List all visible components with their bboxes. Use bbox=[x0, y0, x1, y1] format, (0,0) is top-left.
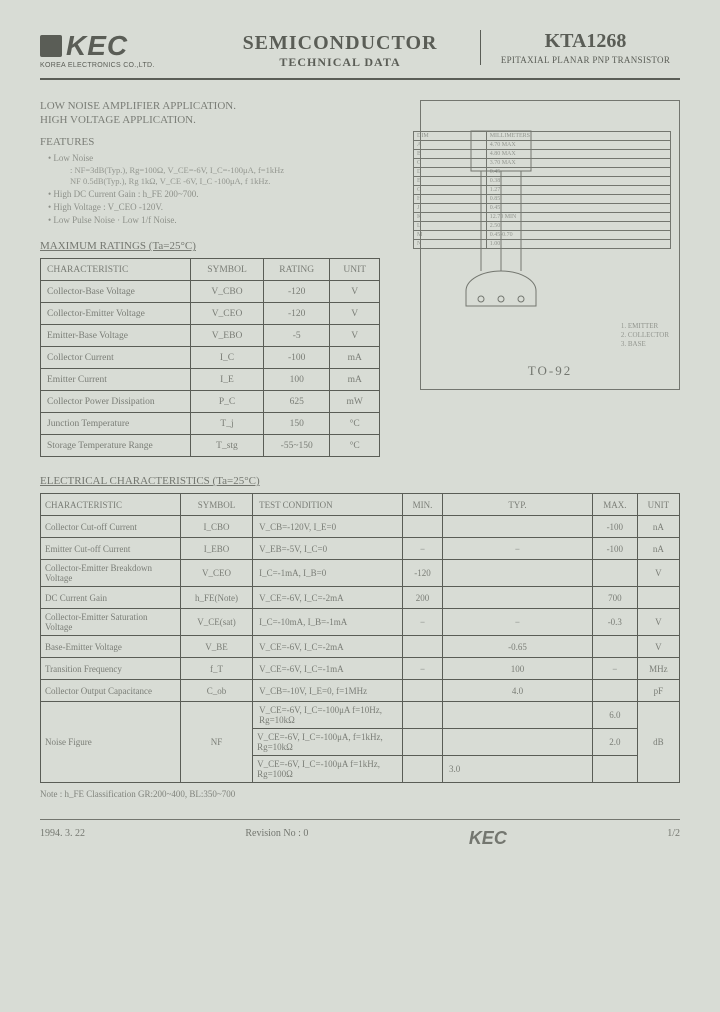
table-row: Transition Frequencyf_TV_CE=-6V, I_C=-1m… bbox=[41, 658, 680, 680]
page-footer: 1994. 3. 22 Revision No : 0 KEC 1/2 bbox=[40, 819, 680, 849]
part-block: KTA1268 EPITAXIAL PLANAR PNP TRANSISTOR bbox=[480, 30, 680, 65]
part-description: EPITAXIAL PLANAR PNP TRANSISTOR bbox=[491, 55, 680, 65]
col-header: UNIT bbox=[330, 259, 380, 281]
feature-item: • High Voltage : V_CEO -120V. bbox=[48, 201, 400, 214]
table-row: Noise FigureNFV_CE=-6V, I_C=-100μA f=10H… bbox=[41, 702, 680, 729]
feature-item: • Low Noise bbox=[48, 152, 400, 165]
table-row: Collector-Emitter Saturation VoltageV_CE… bbox=[41, 609, 680, 636]
table-header-row: CHARACTERISTIC SYMBOL RATING UNIT bbox=[41, 259, 380, 281]
logo-mark-icon bbox=[40, 35, 62, 57]
table-row: DC Current Gainh_FE(Note)V_CE=-6V, I_C=-… bbox=[41, 587, 680, 609]
footer-date: 1994. 3. 22 bbox=[40, 828, 85, 849]
footer-page: 1/2 bbox=[667, 828, 680, 849]
dimension-table: DIMMILLIMETERS A4.70 MAX B4.80 MAX C3.70… bbox=[413, 131, 671, 249]
doc-title: SEMICONDUCTOR bbox=[200, 32, 480, 55]
table-row: Collector CurrentI_C-100mA bbox=[41, 347, 380, 369]
col-header: SYMBOL bbox=[191, 259, 264, 281]
classification-note: Note : h_FE Classification GR:200~400, B… bbox=[40, 789, 680, 799]
ratings-table: CHARACTERISTIC SYMBOL RATING UNIT Collec… bbox=[40, 258, 380, 457]
table-row: Collector Output CapacitanceC_obV_CB=-10… bbox=[41, 680, 680, 702]
table-row: Base-Emitter VoltageV_BEV_CE=-6V, I_C=-2… bbox=[41, 636, 680, 658]
electrical-table: CHARACTERISTIC SYMBOL TEST CONDITION MIN… bbox=[40, 493, 680, 783]
table-row: Emitter CurrentI_E100mA bbox=[41, 369, 380, 391]
application-line: LOW NOISE AMPLIFIER APPLICATION. bbox=[40, 100, 400, 112]
table-row: Collector-Emitter Breakdown VoltageV_CEO… bbox=[41, 560, 680, 587]
table-row: Collector Cut-off CurrentI_CBOV_CB=-120V… bbox=[41, 516, 680, 538]
part-number: KTA1268 bbox=[491, 30, 680, 53]
feature-item: • High DC Current Gain : h_FE 200~700. bbox=[48, 188, 400, 201]
table-header-row: CHARACTERISTIC SYMBOL TEST CONDITION MIN… bbox=[41, 494, 680, 516]
page-header: KEC KOREA ELECTRONICS CO.,LTD. SEMICONDU… bbox=[40, 30, 680, 80]
feature-detail: NF 0.5dB(Typ.), Rg 1kΩ, V_CE -6V, I_C -1… bbox=[70, 176, 400, 188]
col-header: CHARACTERISTIC bbox=[41, 259, 191, 281]
table-row: Emitter-Base VoltageV_EBO-5V bbox=[41, 325, 380, 347]
ratings-heading: MAXIMUM RATINGS (Ta=25°C) bbox=[40, 240, 400, 252]
feature-item: • Low Pulse Noise · Low 1/f Noise. bbox=[48, 214, 400, 227]
application-line: HIGH VOLTAGE APPLICATION. bbox=[40, 114, 400, 126]
company-logo: KEC bbox=[40, 30, 200, 62]
logo-block: KEC KOREA ELECTRONICS CO.,LTD. bbox=[40, 30, 200, 69]
col-header: RATING bbox=[264, 259, 330, 281]
elec-heading: ELECTRICAL CHARACTERISTICS (Ta=25°C) bbox=[40, 475, 680, 487]
table-row: Collector-Base VoltageV_CBO-120V bbox=[41, 281, 380, 303]
features-heading: FEATURES bbox=[40, 136, 400, 148]
feature-detail: : NF=3dB(Typ.), Rg=100Ω, V_CE=-6V, I_C=-… bbox=[70, 165, 400, 177]
pin-labels: 1. EMITTER 2. COLLECTOR 3. BASE bbox=[621, 322, 669, 349]
package-diagram: DIMMILLIMETERS A4.70 MAX B4.80 MAX C3.70… bbox=[420, 100, 680, 390]
table-row: Storage Temperature RangeT_stg-55~150°C bbox=[41, 435, 380, 457]
company-name: KOREA ELECTRONICS CO.,LTD. bbox=[40, 62, 200, 69]
package-name: TO-92 bbox=[421, 363, 679, 379]
footer-logo: KEC bbox=[469, 828, 507, 849]
table-row: Collector-Emitter VoltageV_CEO-120V bbox=[41, 303, 380, 325]
doc-subtitle: TECHNICAL DATA bbox=[200, 55, 480, 70]
footer-revision: Revision No : 0 bbox=[245, 828, 308, 849]
doc-title-block: SEMICONDUCTOR TECHNICAL DATA bbox=[200, 30, 480, 70]
top-content: LOW NOISE AMPLIFIER APPLICATION. HIGH VO… bbox=[40, 100, 680, 457]
table-row: Emitter Cut-off CurrentI_EBOV_EB=-5V, I_… bbox=[41, 538, 680, 560]
table-row: Junction TemperatureT_j150°C bbox=[41, 413, 380, 435]
package-column: DIMMILLIMETERS A4.70 MAX B4.80 MAX C3.70… bbox=[420, 100, 680, 457]
left-column: LOW NOISE AMPLIFIER APPLICATION. HIGH VO… bbox=[40, 100, 400, 457]
table-row: Collector Power DissipationP_C625mW bbox=[41, 391, 380, 413]
logo-text: KEC bbox=[66, 30, 128, 62]
